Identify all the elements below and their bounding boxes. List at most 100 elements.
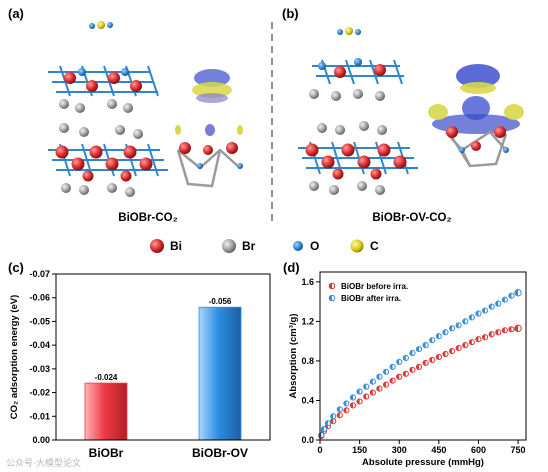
legend-o-label: O [310,239,319,253]
chart-d-legend-label: BiOBr after irra. [341,294,401,303]
chart-d-point-fill [370,389,373,396]
chart-d-point-fill [449,325,453,331]
chart-c-ytick-label: -0.03 [29,364,50,374]
chart-d-point-fill [383,382,387,388]
chart-d-point-fill [409,350,413,356]
chart-d-point-fill [416,346,420,352]
bi-atoms-top-a [64,68,142,92]
chart-d-point-fill [502,297,505,303]
chart-d-point-fill [390,378,393,384]
chart-c-category-label: BiOBr [89,446,124,460]
chart-d-point-fill [429,357,433,363]
chart-d-ytick-label: 0.8 [301,356,314,366]
chart-d-point-fill [343,400,347,407]
slab-top-a [48,65,159,97]
chart-d-point-fill [376,374,380,380]
chart-c-category-label: BiOBr-OV [192,446,248,460]
chart-d-legend-label: BiOBr before irra. [341,282,408,291]
co2-molecule-a [89,21,113,29]
chart-d-point-fill [429,337,433,343]
legend-c-label: C [370,239,379,253]
bi-atoms-bottom-a [55,145,153,182]
chart-d-point-fill [442,329,446,335]
chart-d-ytick-label: 0.4 [301,395,314,405]
chart-d-point-fill [357,388,360,395]
side-view-atoms-b [446,126,509,153]
chart-c-ylabel: CO₂ adsorption energy (eV) [9,295,20,420]
side-view-atoms-a [179,142,243,169]
chart-d-point-fill [357,398,360,405]
chart-d-point-fill [469,314,472,321]
chart-d-point-fill [495,329,499,335]
chart-d-point-fill [456,322,459,328]
charge-density-a [175,69,243,136]
legend-br-swatch [222,239,236,253]
chart-d-point-fill [416,364,420,370]
charge-density-b [428,64,524,134]
chart-d-point-fill [508,293,512,299]
chart-d-point-fill [502,327,505,333]
chart-d-point-fill [343,407,347,413]
chart-d-point-fill [321,426,324,432]
chart-d-point-fill [390,364,393,370]
legend-bi-label: Bi [170,239,182,253]
panel-a-caption: BiOBr-CO₂ [118,212,177,224]
chart-c-adsorption-energy: CO₂ adsorption energy (eV) 0.00 -0.01 -0.0… [9,269,271,460]
panel-b-label: (b) [282,6,299,21]
chart-d-point-fill [514,325,519,332]
chart-d-point-fill [475,336,479,342]
br-atoms-bottom-b [309,181,385,195]
bi-atoms-bottom-b [305,143,407,180]
chart-d-point-fill [409,367,413,373]
chart-d-legend: BiOBr before irra. BiOBr after irra. [328,282,408,303]
chart-c-frame [55,273,271,441]
chart-d-point-fill [436,354,439,360]
chart-d-point-fill [330,413,334,419]
chart-d-point-fill [363,393,367,400]
panel-d-label: (d) [283,260,300,275]
chart-d-point-fill [436,333,439,339]
chart-d-point-fill [337,412,340,418]
legend-c-swatch [350,239,364,253]
chart-d-ytick-label: 1.2 [301,316,314,326]
chart-d-xtick-label: 450 [431,445,446,455]
legend-bi-swatch [150,239,164,253]
panel-a-structure [48,21,243,197]
chart-d-point-fill [423,342,426,348]
panel-c-label: (c) [8,260,24,275]
chart-c-ytick-label: -0.06 [29,293,50,303]
chart-d-point-fill [325,420,328,426]
chart-d-legend-marker-fill [329,295,332,301]
chart-d-ylabel: Absorption (cm³/g) [288,314,299,399]
chart-d-point-fill [495,301,499,307]
chart-c-bar [198,306,242,441]
watermark: 公众号·大模型论文 [6,457,81,468]
legend-o-swatch [293,241,303,251]
chart-d-point-fill [403,355,406,361]
chart-d-absorption: Absorption (cm³/g) Absolute pressure (mm… [288,271,527,468]
chart-d-point-fill [403,371,406,377]
side-view-a [176,148,241,188]
legend-br-label: Br [242,239,256,253]
chart-c-ytick-label: -0.02 [29,388,50,398]
br-atoms-b [309,89,387,135]
chart-d-point-fill [350,402,354,409]
br-atoms-bottom-a [61,183,135,197]
chart-d-point-fill [370,379,373,385]
panel-b-structure [298,27,524,195]
chart-d-xtick-label: 600 [471,445,486,455]
chart-c-data-label: -0.056 [209,297,232,306]
chart-d-point-fill [363,384,367,390]
chart-c-data-label: -0.024 [95,373,118,382]
chart-d-point-fill [508,326,512,332]
chart-c-ytick-label: -0.05 [29,316,50,326]
chart-d-point-fill [489,303,492,310]
chart-d-xtick-label: 150 [352,445,367,455]
atom-legend: Bi Br O C [150,239,379,253]
panel-a-label: (a) [8,6,24,21]
chart-c-bar [84,382,128,441]
chart-d-point-fill [462,318,466,325]
chart-d-point-fill [423,360,426,366]
chart-d-point-fill [396,359,400,365]
